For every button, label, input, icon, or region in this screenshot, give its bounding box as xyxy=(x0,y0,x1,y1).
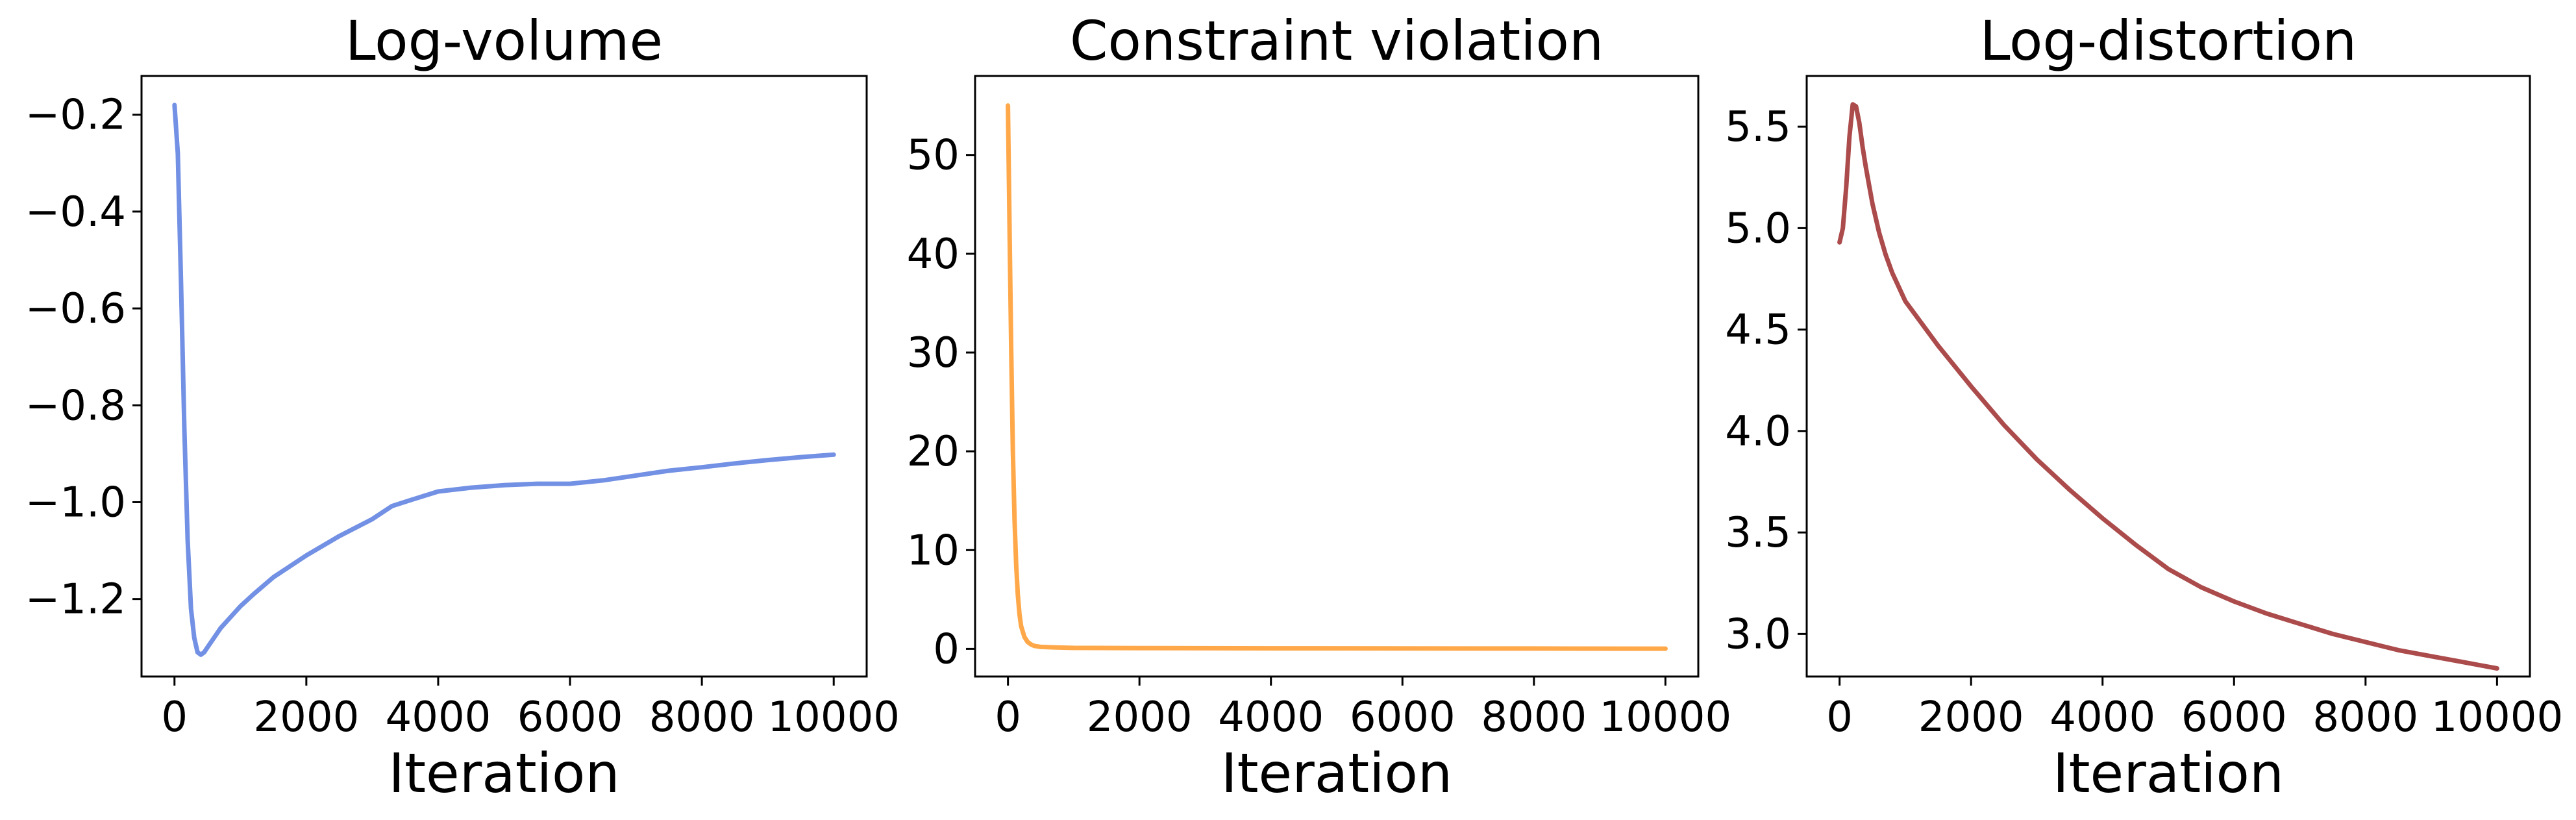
log-volume-y-tick-label: −0.4 xyxy=(25,188,126,236)
constraint-violation-y-tick-label: 30 xyxy=(907,329,960,377)
log-volume-x-tick-label: 6000 xyxy=(517,693,623,741)
log-distortion-y-tick-label: 5.0 xyxy=(1725,205,1791,253)
log-volume-plot-frame xyxy=(140,75,868,678)
log-volume-x-tick-label: 4000 xyxy=(386,693,491,741)
log-distortion-series-line xyxy=(1837,102,2499,671)
constraint-violation-x-tick-label: 6000 xyxy=(1350,693,1455,741)
constraint-violation-x-axis-label: Iteration xyxy=(1221,741,1452,805)
log-volume-series-line xyxy=(172,103,836,657)
log-distortion-y-tick-label: 4.5 xyxy=(1725,306,1791,354)
log-distortion-x-axis-label: Iteration xyxy=(2053,741,2284,805)
log-distortion-x-tick-label: 0 xyxy=(1826,693,1853,741)
log-volume-y-tick-label: −0.2 xyxy=(25,92,126,140)
log-volume-y-tick-label: −0.6 xyxy=(25,285,126,333)
constraint-violation-series-line xyxy=(1006,103,1668,651)
log-distortion-x-tick-label: 6000 xyxy=(2181,693,2287,741)
log-distortion-y-tick-label: 3.0 xyxy=(1725,610,1791,658)
log-distortion-y-tick-label: 3.5 xyxy=(1725,509,1791,557)
log-distortion-x-tick-label: 8000 xyxy=(2312,693,2418,741)
constraint-violation-panel: Constraint violation Iteration 0 2000 4000 60… xyxy=(907,9,1732,805)
log-distortion-y-tick-label: 4.0 xyxy=(1725,408,1791,456)
log-volume-x-tick-label: 8000 xyxy=(649,693,755,741)
constraint-violation-y-tick-label: 50 xyxy=(907,132,960,180)
log-volume-x-tick-label: 10000 xyxy=(767,693,900,741)
log-volume-x-tick-label: 2000 xyxy=(253,693,359,741)
constraint-violation-x-tick-label: 0 xyxy=(995,693,1021,741)
log-distortion-x-tick-label: 2000 xyxy=(1918,693,2024,741)
constraint-violation-y-tick-label: 0 xyxy=(933,625,960,673)
log-volume-panel: Log-volume Iteration 0 2000 4000 6000 8000 1000… xyxy=(25,9,900,805)
constraint-violation-plot-frame xyxy=(974,75,1700,678)
constraint-violation-x-tick-label: 2000 xyxy=(1087,693,1193,741)
constraint-violation-y-tick-label: 20 xyxy=(907,428,960,476)
constraint-violation-title: Constraint violation xyxy=(1070,9,1604,73)
constraint-violation-y-tick-label: 10 xyxy=(907,527,960,575)
constraint-violation-x-tick-label: 8000 xyxy=(1481,693,1587,741)
log-volume-x-tick-label: 0 xyxy=(161,693,188,741)
log-distortion-plot-frame xyxy=(1805,75,2531,678)
log-volume-x-axis-label: Iteration xyxy=(388,741,619,805)
log-distortion-y-tick-label: 5.5 xyxy=(1725,103,1791,151)
constraint-violation-x-tick-label: 4000 xyxy=(1218,693,1324,741)
log-distortion-x-tick-label: 10000 xyxy=(2431,693,2564,741)
log-volume-title: Log-volume xyxy=(345,9,663,73)
constraint-violation-y-tick-label: 40 xyxy=(907,230,960,279)
log-volume-y-tick-label: −1.0 xyxy=(25,478,126,527)
log-distortion-x-tick-label: 4000 xyxy=(2050,693,2155,741)
log-volume-y-tick-label: −0.8 xyxy=(25,382,126,430)
log-distortion-title: Log-distortion xyxy=(1980,9,2357,73)
log-distortion-panel: Log-distortion Iteration 0 2000 4000 6000 8000… xyxy=(1725,9,2563,805)
constraint-violation-x-tick-label: 10000 xyxy=(1600,693,1732,741)
log-volume-y-tick-label: −1.2 xyxy=(25,576,126,624)
